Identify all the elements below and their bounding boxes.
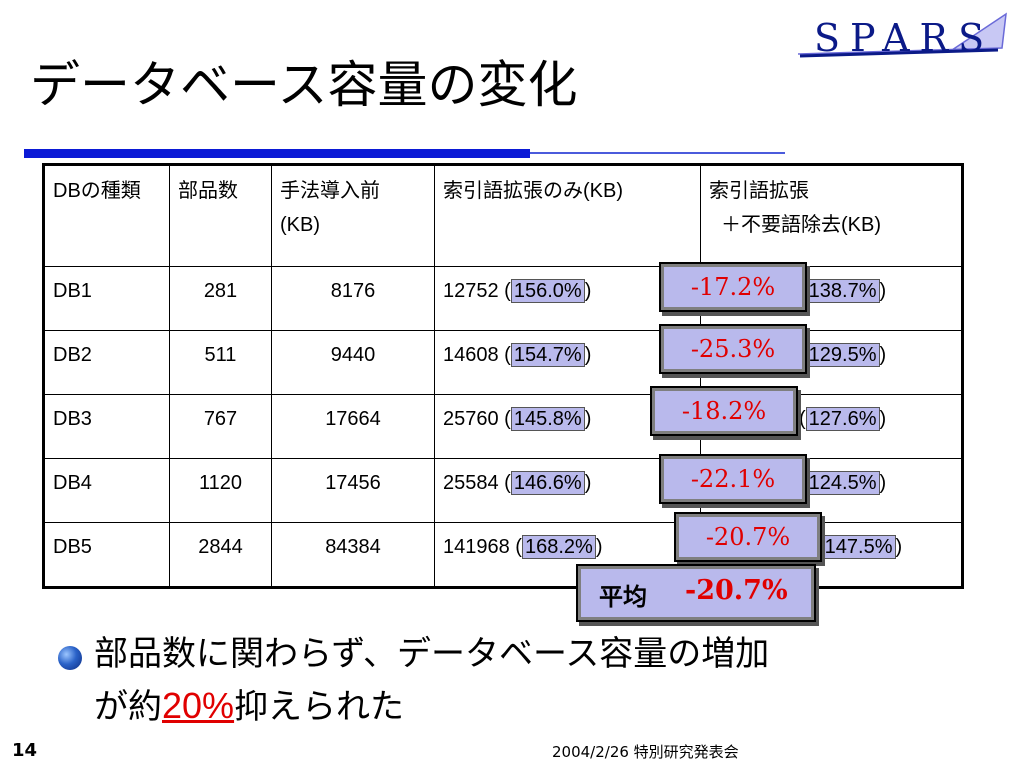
header-expand-prune-line2: ＋不要語除去(KB) (721, 214, 881, 236)
expand-percent: 154.7% (510, 343, 585, 367)
cell-expand: 12752 (156.0%) (434, 266, 701, 331)
expand-percent: 146.6% (510, 471, 585, 495)
prune-percent: 138.7% (805, 279, 880, 303)
title-underline-thick (24, 149, 530, 158)
page-number: 14 (12, 740, 38, 761)
cell-db: DB4 (43, 458, 170, 523)
table-row: DB2 511 9440 14608 (154.7%) (129.5%) (43, 330, 963, 395)
prune-percent: 129.5% (805, 343, 880, 367)
reduction-callout-db2: -25.3% (661, 326, 805, 372)
average-callout: 平均 -20.7% (578, 566, 814, 620)
expand-percent: 145.8% (510, 407, 585, 431)
expand-percent: 156.0% (510, 279, 585, 303)
cell-expand: 25584 (146.6%) (434, 458, 701, 523)
cell-before: 84384 (271, 522, 435, 588)
bullet-text: 部品数に関わらず、データベース容量の増加 が約20%抑えられた (94, 628, 769, 733)
cell-db: DB2 (43, 330, 170, 395)
database-size-table: DBの種類 部品数 手法導入前 (KB) 索引語拡張のみ(KB) 索引語拡張 ＋… (42, 163, 964, 589)
average-value: -20.7% (685, 575, 788, 606)
bullet-icon (58, 646, 82, 670)
spars-logo: SPARS (792, 12, 1014, 62)
cell-parts: 281 (169, 266, 272, 331)
header-db-type: DBの種類 (43, 164, 170, 267)
title-underline-thin (530, 152, 785, 154)
header-expand-only: 索引語拡張のみ(KB) (434, 164, 701, 267)
table-row: DB5 2844 84384 141968 (168.2%) (147.5%) (43, 522, 963, 588)
average-label: 平均 (599, 583, 647, 611)
logo-swoosh-icon (797, 12, 1007, 58)
table-row: DB1 281 8176 12752 (156.0%) (138.7%) (43, 266, 963, 331)
expand-size: 14608 (443, 344, 499, 366)
footer-text: 2004/2/26 特別研究発表会 (552, 743, 739, 761)
reduction-callout-db5: -20.7% (676, 514, 820, 560)
header-before: 手法導入前 (KB) (271, 164, 435, 267)
prune-percent: 124.5% (805, 471, 880, 495)
header-parts: 部品数 (169, 164, 272, 267)
header-before-label: 手法導入前 (280, 180, 380, 202)
expand-size: 141968 (443, 536, 510, 558)
table-header-row: DBの種類 部品数 手法導入前 (KB) 索引語拡張のみ(KB) 索引語拡張 ＋… (43, 164, 963, 267)
cell-before: 17664 (271, 394, 435, 459)
cell-db: DB1 (43, 266, 170, 331)
cell-before: 8176 (271, 266, 435, 331)
cell-parts: 767 (169, 394, 272, 459)
cell-expand: 14608 (154.7%) (434, 330, 701, 395)
expand-size: 25584 (443, 472, 499, 494)
expand-size: 25760 (443, 408, 499, 430)
expand-percent: 168.2% (521, 535, 596, 559)
bullet-line2-suffix: 抑えられた (234, 687, 405, 727)
cell-db: DB3 (43, 394, 170, 459)
cell-parts: 1120 (169, 458, 272, 523)
slide-title: データベース容量の変化 (30, 56, 578, 114)
expand-size: 12752 (443, 280, 499, 302)
prune-percent: 147.5% (821, 535, 896, 559)
cell-before: 17456 (271, 458, 435, 523)
bullet-line1: 部品数に関わらず、データベース容量の増加 (94, 634, 770, 674)
reduction-callout-db4: -22.1% (661, 456, 805, 502)
cell-parts: 2844 (169, 522, 272, 588)
prune-percent: 127.6% (805, 407, 880, 431)
header-before-unit: (KB) (280, 214, 320, 236)
header-expand-prune: 索引語拡張 ＋不要語除去(KB) (700, 164, 963, 267)
cell-parts: 511 (169, 330, 272, 395)
table-row: DB3 767 17664 25760 (145.8%) (127.6%) (43, 394, 963, 459)
header-expand-prune-line1: 索引語拡張 (709, 180, 809, 202)
table-row: DB4 1120 17456 25584 (146.6%) (124.5%) (43, 458, 963, 523)
cell-before: 9440 (271, 330, 435, 395)
reduction-callout-db3: -18.2% (652, 388, 796, 434)
reduction-callout-db1: -17.2% (661, 264, 805, 310)
bullet-line2-prefix: が約 (94, 687, 162, 727)
bullet-emphasis: 20% (162, 685, 235, 726)
cell-db: DB5 (43, 522, 170, 588)
logo-text: SPARS (814, 16, 995, 60)
